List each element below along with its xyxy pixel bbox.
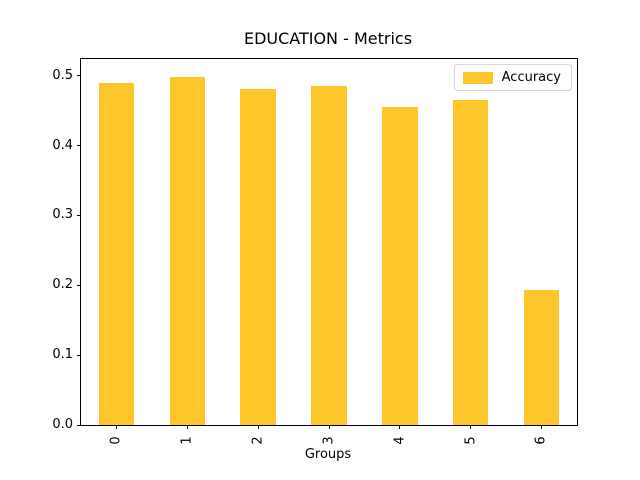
y-tick-mark — [77, 424, 81, 426]
x-tick-label-text: 3 — [321, 435, 337, 445]
y-tick-label: 0.5 — [52, 67, 73, 83]
bar-group-6 — [523, 290, 560, 425]
chart-title: EDUCATION - Metrics — [243, 29, 413, 48]
x-tick-mark — [328, 425, 330, 429]
x-tick-mark — [257, 425, 259, 429]
y-tick-mark — [77, 354, 81, 356]
bar-group-0 — [98, 82, 135, 425]
y-tick-label: 0.0 — [52, 417, 73, 432]
x-tick-mark — [186, 425, 188, 429]
plot-area: 0.0 0.1 0.2 0.3 0.4 0.5 0 1 2 3 4 5 6 Accuracy — [52, 58, 578, 444]
y-tick-mark — [77, 284, 81, 286]
x-tick-mark — [470, 425, 472, 429]
bar-group-1 — [169, 77, 205, 425]
y-tick-mark — [77, 75, 81, 77]
x-tick-label-text: 5 — [463, 435, 479, 445]
bar-group-5 — [453, 99, 489, 425]
y-tick-label: 0.3 — [52, 207, 73, 223]
x-axis-label: Groups — [304, 447, 352, 462]
bar-group-3 — [311, 86, 347, 425]
legend-swatch-accuracy — [462, 71, 493, 84]
x-tick-label-text: 1 — [179, 435, 195, 445]
y-tick-mark — [77, 145, 81, 147]
bar-group-4 — [382, 106, 418, 425]
x-tick-mark — [541, 425, 543, 429]
bar-group-2 — [240, 89, 276, 425]
x-tick-label-text: 6 — [534, 435, 550, 445]
y-tick-label: 0.2 — [52, 277, 73, 293]
y-tick-label: 0.4 — [52, 137, 73, 153]
x-tick-label-text: 0 — [108, 435, 124, 445]
legend: Accuracy — [453, 64, 572, 91]
y-tick-label: 0.1 — [52, 347, 73, 363]
x-tick-mark — [115, 425, 117, 429]
x-tick-mark — [399, 425, 401, 429]
x-tick-label-text: 2 — [250, 435, 266, 445]
legend-label: Accuracy — [501, 70, 561, 85]
y-tick-mark — [77, 214, 81, 216]
x-tick-label-text: 4 — [392, 435, 408, 445]
